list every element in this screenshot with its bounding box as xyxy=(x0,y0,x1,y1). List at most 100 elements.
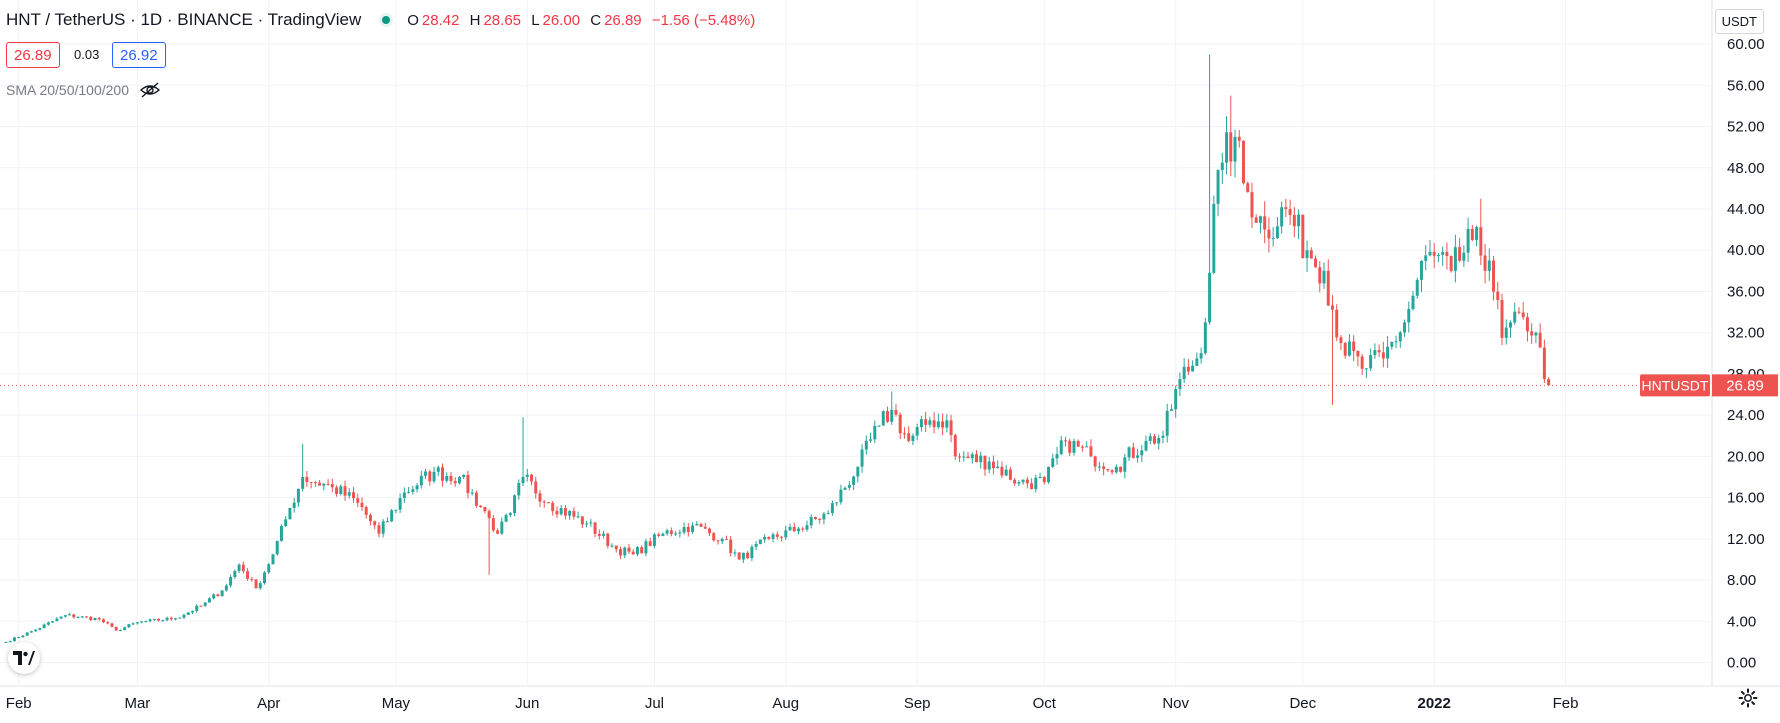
candle-body xyxy=(1165,410,1169,436)
candle-body xyxy=(1280,207,1284,227)
candle-body xyxy=(381,521,385,534)
candle-body xyxy=(644,541,648,554)
price-tick-label: 4.00 xyxy=(1727,613,1756,630)
time-axis[interactable]: Feb Mar Apr May Jun Jul Aug Sep Oct Nov Dec 2022 Feb xyxy=(6,695,1579,712)
candle-body xyxy=(513,495,517,514)
candle-body xyxy=(1153,436,1156,444)
candle-body xyxy=(568,511,572,516)
tradingview-logo-icon[interactable] xyxy=(8,642,40,674)
candle-body xyxy=(322,483,326,486)
candle-body xyxy=(1055,454,1059,459)
open-value: 28.42 xyxy=(421,11,460,29)
candle-body xyxy=(580,516,584,525)
candle-body xyxy=(1373,350,1377,356)
indicator-label: SMA 20/50/100/200 xyxy=(6,82,129,98)
candle-body xyxy=(627,547,631,552)
candle-body xyxy=(93,618,97,620)
candle-body xyxy=(76,617,80,619)
candle-body xyxy=(1394,341,1398,343)
candle-body xyxy=(699,524,703,527)
candle-body xyxy=(233,570,237,578)
candle-body xyxy=(1352,341,1356,351)
hide-eye-icon[interactable] xyxy=(139,82,161,98)
candle-body xyxy=(682,527,686,533)
market-status-icon[interactable] xyxy=(379,13,394,27)
currency-selector[interactable]: USDT xyxy=(1714,9,1764,34)
candle-body xyxy=(801,528,805,530)
candle-body xyxy=(1331,305,1334,310)
candle-body xyxy=(1148,436,1152,441)
candle-body xyxy=(1390,341,1394,347)
candle-body xyxy=(767,536,771,539)
candle-body xyxy=(1492,260,1496,292)
candle-body xyxy=(241,564,245,572)
candle-body xyxy=(619,549,622,556)
candle-body xyxy=(1004,469,1008,476)
candle-body xyxy=(1415,279,1419,296)
candle-body xyxy=(292,502,296,508)
chart-grid xyxy=(0,0,1780,687)
candle-body xyxy=(958,456,962,458)
candle-body xyxy=(1093,456,1097,467)
time-tick-label: Mar xyxy=(124,695,150,712)
price-tick-label: 60.00 xyxy=(1727,36,1765,53)
candle-body xyxy=(1432,251,1436,256)
candle-body xyxy=(449,476,453,482)
candle-body xyxy=(953,435,957,457)
buy-price-button[interactable]: 26.92 xyxy=(112,42,166,68)
candle-body xyxy=(1420,260,1423,280)
candle-body xyxy=(610,545,614,547)
price-tick-label: 24.00 xyxy=(1727,407,1765,424)
candle-body xyxy=(631,551,635,555)
candle-body xyxy=(852,476,856,485)
price-tick-label: 0.00 xyxy=(1727,655,1756,672)
candle-body xyxy=(754,543,758,547)
high-value: 28.65 xyxy=(483,11,522,29)
candle-body xyxy=(445,476,449,481)
candle-body xyxy=(343,486,347,496)
candle-body xyxy=(830,503,834,514)
candle-body xyxy=(203,602,207,606)
candle-body xyxy=(1538,332,1542,348)
candle-body xyxy=(263,572,266,584)
candle-body xyxy=(996,466,1000,469)
candle-body xyxy=(275,540,279,555)
candle-body xyxy=(267,564,271,573)
candle-body xyxy=(140,621,144,623)
time-tick-label: Nov xyxy=(1162,695,1189,712)
candle-body xyxy=(818,518,822,520)
candle-body xyxy=(190,610,194,613)
candle-body xyxy=(525,474,529,477)
close-label: C xyxy=(590,11,602,29)
symbol-title[interactable]: HNT / TetherUS · 1D · BINANCE · TradingV… xyxy=(6,10,362,29)
candle-body xyxy=(1195,358,1199,366)
candle-body xyxy=(983,455,987,470)
candle-body xyxy=(602,533,606,536)
candle-body xyxy=(123,627,127,631)
candle-body xyxy=(347,492,351,496)
candle-body xyxy=(788,526,792,531)
candle-body xyxy=(881,411,885,426)
candle-body xyxy=(1369,355,1373,369)
candle-body xyxy=(784,530,788,538)
price-tag-value: 26.89 xyxy=(1726,377,1764,394)
candle-body xyxy=(17,637,21,639)
candle-body xyxy=(174,618,178,620)
settings-gear-icon[interactable] xyxy=(1738,688,1758,708)
candle-body xyxy=(657,534,661,536)
candle-body xyxy=(1343,343,1347,356)
candle-body xyxy=(1254,217,1258,223)
candle-body xyxy=(1127,447,1131,458)
candle-body xyxy=(1521,312,1525,318)
candle-body xyxy=(1386,346,1390,359)
price-axis[interactable]: 0.004.008.0012.0016.0020.0024.0028.0032.… xyxy=(1727,36,1765,671)
sell-price-button[interactable]: 26.89 xyxy=(6,42,60,68)
time-tick-label: Aug xyxy=(772,695,799,712)
candle-body xyxy=(572,511,576,517)
candle-body xyxy=(356,498,360,503)
candle-body xyxy=(1047,466,1051,483)
candle-body xyxy=(703,526,707,529)
indicator-legend[interactable]: SMA 20/50/100/200 xyxy=(6,82,161,98)
candle-body xyxy=(1013,479,1017,484)
